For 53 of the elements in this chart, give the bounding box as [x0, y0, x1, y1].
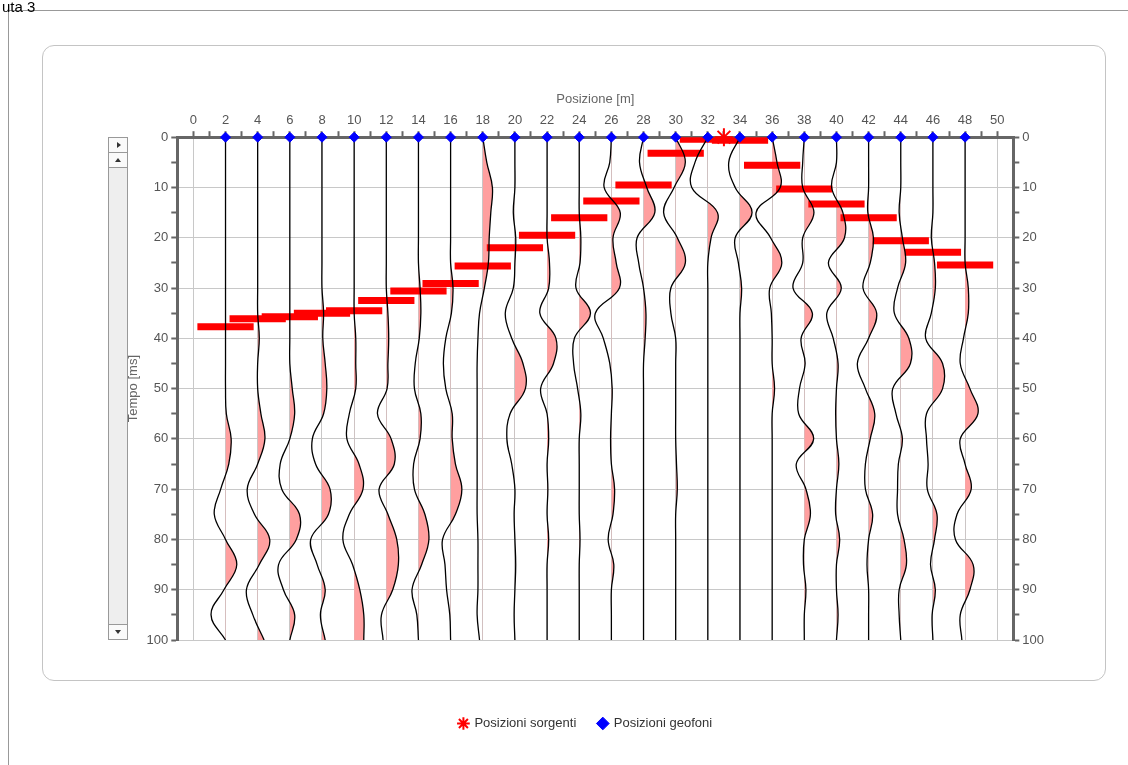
x-tick-label: 20 — [507, 111, 523, 127]
x-axis-title: Posizione [m] — [556, 91, 635, 107]
y-tick-label: 60 — [153, 430, 169, 446]
x-tick-label: 50 — [990, 111, 1005, 127]
y2-tick-label: 40 — [1022, 329, 1037, 345]
y2-tick-label: 20 — [1022, 229, 1037, 245]
y2-tick-label: 80 — [1022, 531, 1037, 547]
y-axis-title: Tempo [ms] — [125, 355, 141, 423]
x-tick-label: 4 — [254, 111, 262, 127]
y-tick-label: 0 — [161, 128, 169, 144]
x-tick-label: 26 — [604, 111, 619, 127]
x-tick-label: 2 — [221, 111, 230, 127]
y-tick-label: 70 — [153, 480, 169, 496]
x-tick-label: 32 — [700, 111, 716, 127]
y2-tick-label: 70 — [1022, 480, 1037, 496]
y-tick-label: 100 — [146, 631, 169, 647]
y-tick-label: 40 — [153, 329, 169, 345]
y2-tick-label: 10 — [1022, 179, 1037, 195]
y-tick-label: 10 — [153, 179, 169, 195]
legend-label: Posizioni geofoni — [613, 715, 713, 731]
y-tick-label: 90 — [153, 581, 169, 597]
x-tick-label: 14 — [411, 111, 426, 127]
x-tick-label: 42 — [861, 111, 876, 127]
x-tick-label: 0 — [189, 111, 197, 127]
y2-tick-label: 100 — [1022, 631, 1045, 647]
y-tick-label: 30 — [153, 279, 169, 295]
x-tick-label: 12 — [379, 111, 394, 127]
y2-tick-label: 90 — [1022, 581, 1037, 597]
x-tick-label: 40 — [829, 111, 844, 127]
y-tick-label: 80 — [153, 531, 169, 547]
x-tick-label: 10 — [346, 111, 362, 127]
x-tick-label: 34 — [732, 111, 748, 127]
y2-tick-label: 50 — [1022, 380, 1037, 396]
x-tick-label: 46 — [925, 111, 941, 127]
y2-tick-label: 60 — [1022, 430, 1037, 446]
x-tick-label: 30 — [668, 111, 683, 127]
x-tick-label: 24 — [571, 111, 587, 127]
x-tick-label: 18 — [475, 111, 490, 127]
legend-label: Posizioni sorgenti — [474, 715, 577, 731]
x-tick-label: 22 — [539, 111, 555, 127]
y2-tick-label: 30 — [1022, 279, 1037, 295]
text: uta 3 — [2, 0, 36, 15]
x-tick-label: 16 — [443, 111, 458, 127]
x-tick-label: 44 — [893, 111, 908, 127]
x-tick-label: 38 — [797, 111, 812, 127]
x-tick-label: 6 — [286, 111, 294, 127]
x-tick-label: 8 — [318, 111, 326, 127]
y2-tick-label: 0 — [1022, 128, 1030, 144]
y-tick-label: 20 — [153, 229, 169, 245]
x-tick-label: 48 — [957, 111, 973, 127]
y-tick-label: 50 — [153, 380, 169, 396]
x-tick-label: 36 — [764, 111, 780, 127]
x-tick-label: 28 — [636, 111, 651, 127]
